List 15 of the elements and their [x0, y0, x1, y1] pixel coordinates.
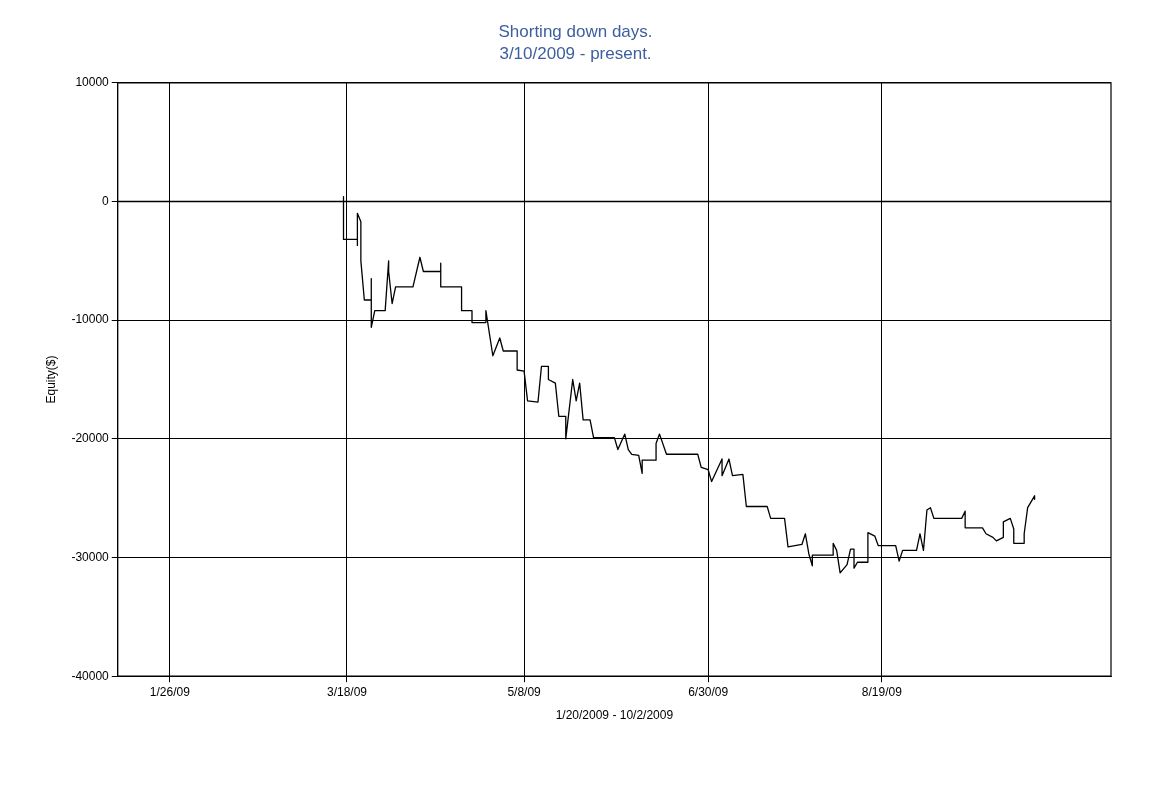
chart-subtitle: 3/10/2009 - present.: [499, 44, 652, 64]
y-axis-title: Equity($): [43, 355, 58, 404]
y-tick-label: -10000: [71, 312, 110, 327]
y-tick-label: 0: [102, 193, 110, 208]
x-tick-label: 6/30/09: [688, 684, 729, 699]
x-tick-label: 1/26/09: [149, 684, 191, 699]
chart-title: Shorting down days.: [498, 21, 653, 41]
x-axis-title: 1/20/2009 - 10/2/2009: [555, 708, 674, 723]
y-tick-label: 10000: [75, 75, 110, 90]
y-tick-label: -20000: [71, 431, 110, 446]
x-tick-label: 8/19/09: [861, 684, 903, 699]
x-tick-label: 5/8/09: [507, 684, 542, 699]
y-tick-label: -40000: [71, 668, 110, 683]
x-tick-label: 3/18/09: [326, 684, 368, 699]
y-tick-label: -30000: [71, 549, 110, 564]
